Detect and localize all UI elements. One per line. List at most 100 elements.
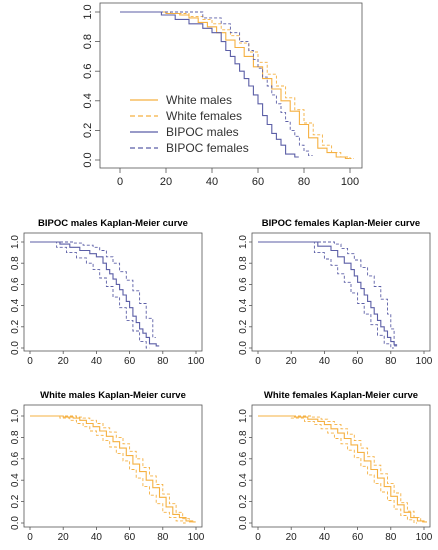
y-tick-label: 0.8 <box>82 34 94 49</box>
y-tick-label: 1.0 <box>10 235 21 249</box>
series-line-bipoc-females <box>120 11 313 157</box>
x-tick-label: 60 <box>352 532 364 543</box>
x-tick-label: 80 <box>157 356 169 367</box>
x-tick-label: 60 <box>124 532 136 543</box>
x-tick-label: 0 <box>27 532 33 543</box>
panel-frame-white-females <box>251 404 431 528</box>
x-tick-label: 100 <box>188 532 205 543</box>
series-line-lower <box>30 241 150 349</box>
main-plot-frame <box>99 2 363 169</box>
panel-title-white-males: White males Kaplan-Meier curve <box>40 390 186 401</box>
y-tick-label: 0.2 <box>238 494 249 508</box>
panel-series-bipoc-males <box>30 241 160 349</box>
x-tick-label: 40 <box>319 356 331 367</box>
panel-bipoc-females: BIPOC females Kaplan-Meier curve 0 20 40 60… <box>238 218 433 367</box>
x-tick-label: 100 <box>416 356 433 367</box>
y-tick-label: 0.2 <box>238 319 249 333</box>
x-tick-label: 20 <box>58 532 70 543</box>
y-tick-label: 0.2 <box>10 494 21 508</box>
y-tick-label: 1.0 <box>82 4 94 19</box>
x-tick-label: 80 <box>298 176 310 188</box>
panel-series-bipoc-females <box>258 241 398 349</box>
y-tick-label: 0.6 <box>238 277 249 291</box>
panel-frame-bipoc-males <box>23 232 203 352</box>
x-tick-label: 100 <box>341 176 359 188</box>
legend-label-white-females: White females <box>166 109 242 123</box>
main-survival-chart: 0 20 40 60 80 100 0.0 0.2 0.4 0.6 0.8 1.0 White ma… <box>82 2 363 188</box>
x-tick-label: 0 <box>255 356 261 367</box>
y-tick-label: 0.0 <box>238 516 249 530</box>
series-line-lower <box>30 415 186 524</box>
series-line-upper <box>258 241 398 347</box>
panel-white-males: White males Kaplan-Meier curve 0 20 40 60 80… <box>10 390 205 543</box>
panel-series-white-females <box>258 415 427 524</box>
series-line-lower <box>258 241 394 349</box>
y-tick-label: 0.6 <box>82 64 94 79</box>
series-line-upper <box>258 415 424 523</box>
x-tick-label: 20 <box>286 532 298 543</box>
y-tick-label: 0.4 <box>10 473 21 487</box>
y-tick-label: 0.8 <box>238 256 249 270</box>
main-series-group <box>120 11 354 160</box>
legend-label-white-males: White males <box>166 93 232 107</box>
y-tick-label: 0.4 <box>238 298 249 312</box>
panel-frame-white-males <box>23 404 203 528</box>
main-y-axis: 0.0 0.2 0.4 0.6 0.8 1.0 <box>82 4 100 168</box>
panel-x-axis-white-males: 0 20 40 60 80 100 <box>27 527 205 543</box>
x-tick-label: 60 <box>352 356 364 367</box>
main-x-axis: 0 20 40 60 80 100 <box>117 168 359 188</box>
y-tick-label: 0.8 <box>10 430 21 444</box>
y-tick-label: 0.6 <box>238 451 249 465</box>
series-line-upper <box>30 241 156 338</box>
x-tick-label: 0 <box>255 532 261 543</box>
legend-label-bipoc-males: BIPOC males <box>166 125 239 139</box>
x-tick-label: 60 <box>124 356 136 367</box>
x-tick-label: 100 <box>416 532 433 543</box>
x-tick-label: 20 <box>58 356 70 367</box>
x-tick-label: 40 <box>206 176 218 188</box>
panel-y-axis-bipoc-males: 0.0 0.2 0.4 0.6 0.8 1.0 <box>10 235 24 355</box>
x-tick-label: 80 <box>385 532 397 543</box>
x-tick-label: 80 <box>157 532 169 543</box>
series-line-bipoc-males <box>120 11 299 158</box>
x-tick-label: 100 <box>188 356 205 367</box>
y-tick-label: 0.6 <box>10 277 21 291</box>
series-line-estimate <box>258 241 398 346</box>
x-tick-label: 40 <box>91 356 103 367</box>
y-tick-label: 1.0 <box>10 409 21 423</box>
panel-title-white-females: White females Kaplan-Meier curve <box>264 390 418 401</box>
panel-y-axis-white-males: 0.0 0.2 0.4 0.6 0.8 1.0 <box>10 409 24 530</box>
panel-title-bipoc-males: BIPOC males Kaplan-Meier curve <box>38 218 188 229</box>
y-tick-label: 0.4 <box>10 298 21 312</box>
main-legend: White males White females BIPOC males BI… <box>130 93 249 155</box>
x-tick-label: 60 <box>252 176 264 188</box>
panel-series-white-males <box>30 415 196 524</box>
x-tick-label: 40 <box>319 532 331 543</box>
panel-bipoc-males: BIPOC males Kaplan-Meier curve 0 20 40 60 80… <box>10 218 205 367</box>
panel-y-axis-bipoc-females: 0.0 0.2 0.4 0.6 0.8 1.0 <box>238 235 252 355</box>
series-line-estimate <box>30 415 196 523</box>
series-line-lower <box>258 415 417 524</box>
x-tick-label: 20 <box>160 176 172 188</box>
series-line-white-females <box>120 11 354 159</box>
y-tick-label: 0.4 <box>238 473 249 487</box>
series-line-upper <box>30 415 193 523</box>
panel-x-axis-white-females: 0 20 40 60 80 100 <box>255 527 433 543</box>
y-tick-label: 0.6 <box>10 451 21 465</box>
y-tick-label: 0.8 <box>10 256 21 270</box>
legend-label-bipoc-females: BIPOC females <box>166 141 249 155</box>
y-tick-label: 0.2 <box>10 319 21 333</box>
x-tick-label: 0 <box>27 356 33 367</box>
y-tick-label: 0.8 <box>238 430 249 444</box>
panel-y-axis-white-females: 0.0 0.2 0.4 0.6 0.8 1.0 <box>238 409 252 530</box>
y-tick-label: 0.0 <box>10 341 21 355</box>
panel-title-bipoc-females: BIPOC females Kaplan-Meier curve <box>262 218 420 229</box>
x-tick-label: 80 <box>385 356 397 367</box>
y-tick-label: 0.4 <box>82 93 94 108</box>
panel-x-axis-bipoc-females: 0 20 40 60 80 100 <box>255 351 433 367</box>
x-tick-label: 20 <box>286 356 298 367</box>
x-tick-label: 40 <box>91 532 103 543</box>
y-tick-label: 1.0 <box>238 235 249 249</box>
series-line-estimate <box>258 415 427 523</box>
